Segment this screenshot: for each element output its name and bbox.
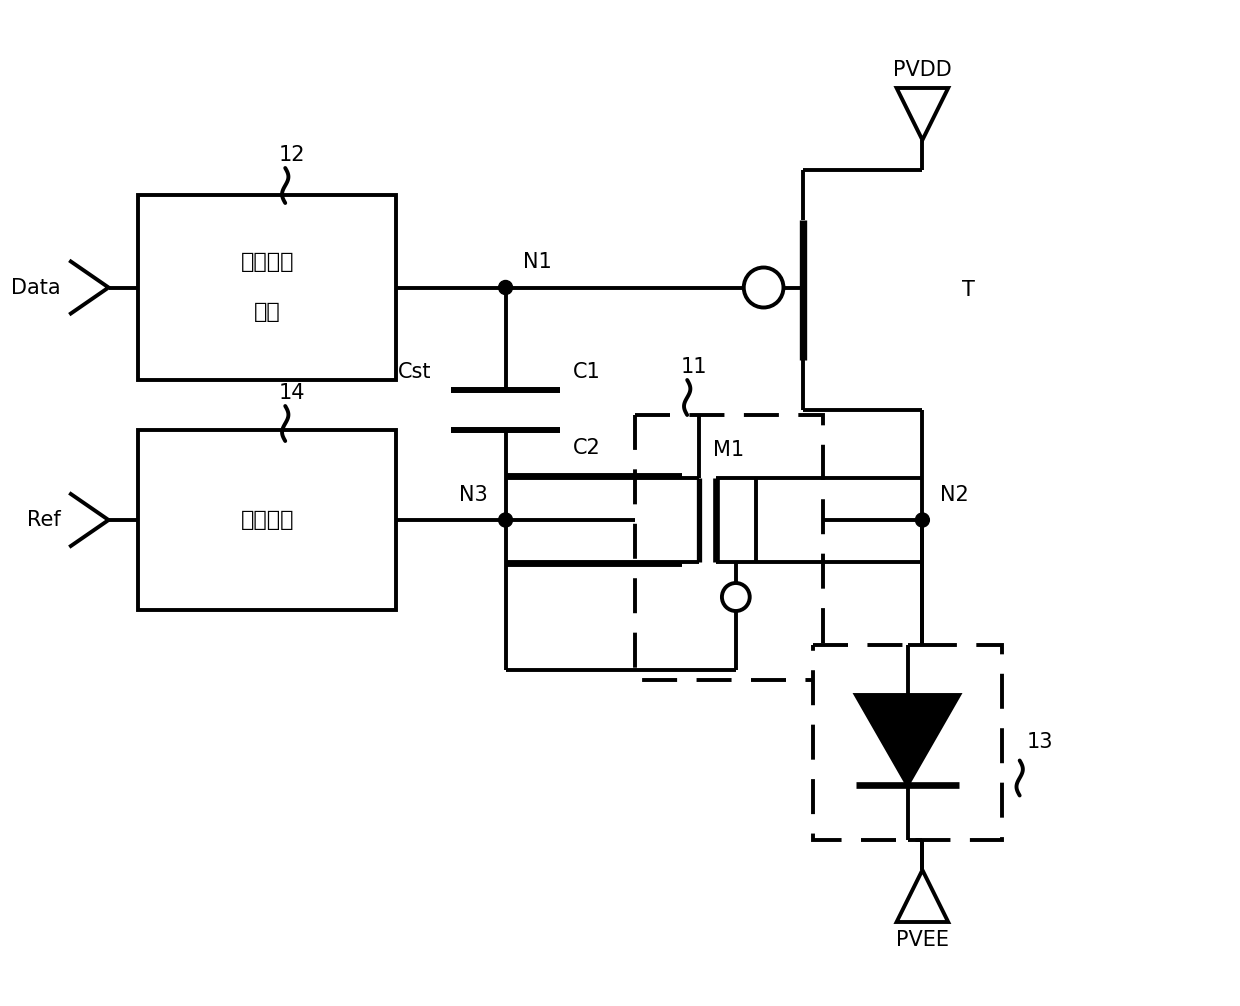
Text: 14: 14 <box>279 383 305 403</box>
Text: 12: 12 <box>279 145 305 165</box>
Text: N2: N2 <box>940 485 968 505</box>
Text: M1: M1 <box>713 440 744 460</box>
Text: Cst: Cst <box>398 362 432 382</box>
Text: PVDD: PVDD <box>893 60 952 80</box>
Circle shape <box>498 281 512 295</box>
Text: T: T <box>962 280 975 300</box>
Text: Data: Data <box>11 278 61 298</box>
Text: N3: N3 <box>459 485 487 505</box>
Text: 模块: 模块 <box>254 303 280 323</box>
Bar <box>635 415 823 680</box>
Bar <box>813 645 1002 840</box>
Text: 13: 13 <box>1027 732 1053 752</box>
Text: C2: C2 <box>573 438 601 458</box>
Bar <box>139 430 397 610</box>
Text: N1: N1 <box>523 253 552 273</box>
Text: C1: C1 <box>573 362 601 382</box>
Polygon shape <box>856 695 959 785</box>
Circle shape <box>498 513 512 527</box>
Text: Ref: Ref <box>27 510 61 530</box>
Text: 数据写入: 数据写入 <box>241 253 294 273</box>
Polygon shape <box>897 870 949 923</box>
Text: PVEE: PVEE <box>897 930 949 950</box>
Text: 复位模块: 复位模块 <box>241 510 294 530</box>
Polygon shape <box>897 88 949 140</box>
Text: 11: 11 <box>681 357 707 377</box>
Bar <box>139 195 397 380</box>
Circle shape <box>915 513 929 527</box>
